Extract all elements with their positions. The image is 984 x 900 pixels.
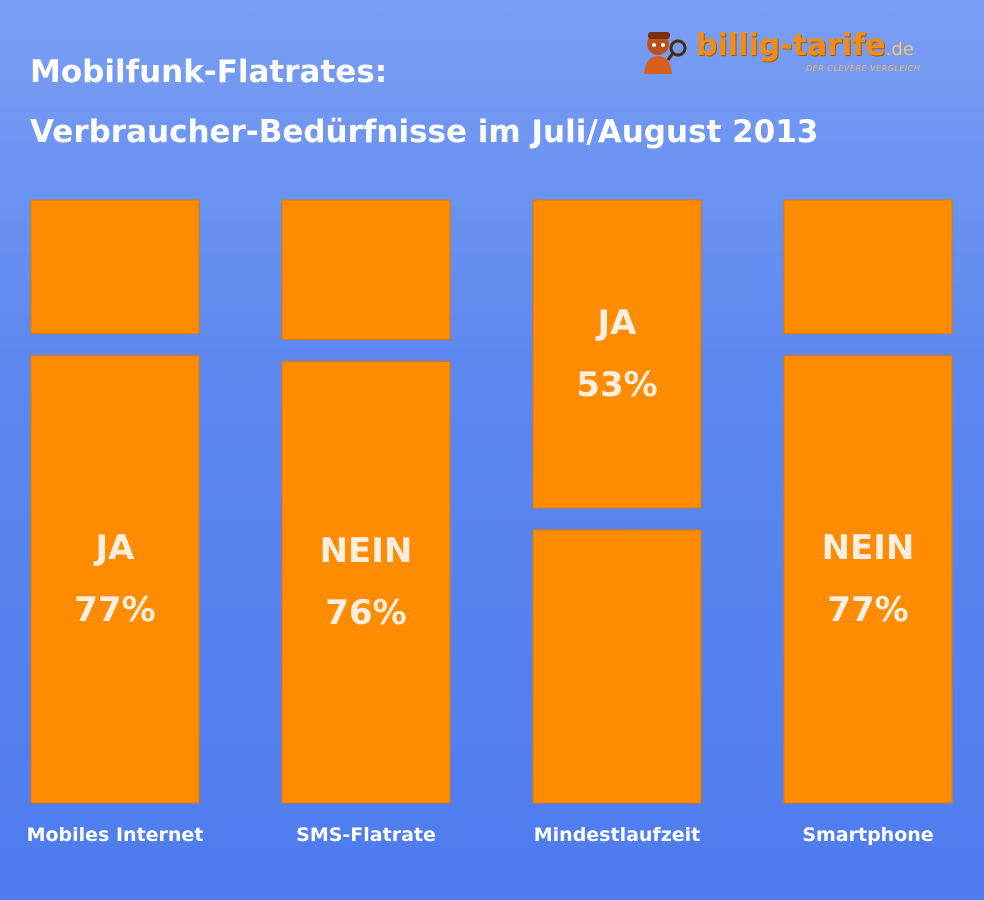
bar-mindestlaufzeit-upper: [532, 199, 702, 509]
brand-tld: .de: [885, 39, 914, 60]
brand-logo: billig-tarife.de DER CLEVERE VERGLEICH: [636, 24, 946, 84]
brand-name: billig-tarife.de: [696, 28, 914, 63]
bar-mindestlaufzeit-lower: [532, 529, 702, 804]
category-label-sms-flatrate: SMS-Flatrate: [296, 824, 436, 846]
title-line-2: Verbraucher-Bedürfnisse im Juli/August 2…: [30, 114, 819, 150]
category-label-smartphone: Smartphone: [802, 824, 934, 846]
bar-sms-flatrate-lower: [281, 360, 451, 804]
bar-mobiles-internet-lower: [30, 355, 200, 804]
category-label-mindestlaufzeit: Mindestlaufzeit: [533, 824, 701, 846]
percent-label-mindestlaufzeit: 53%: [576, 364, 658, 405]
bar-smartphone-lower: [783, 355, 953, 804]
bar-sms-flatrate-upper: [281, 199, 451, 340]
percent-label-smartphone: 77%: [827, 590, 909, 631]
brand-slogan: DER CLEVERE VERGLEICH: [806, 64, 921, 73]
bar-mobiles-internet-upper: [30, 199, 200, 335]
title-line-1: Mobilfunk-Flatrates:: [30, 54, 388, 90]
category-label-mobiles-internet: Mobiles Internet: [26, 824, 204, 846]
answer-label-mobiles-internet: JA: [95, 528, 135, 569]
answer-label-sms-flatrate: NEIN: [319, 531, 413, 572]
percent-label-sms-flatrate: 76%: [325, 593, 407, 634]
mascot-icon: [644, 32, 687, 74]
answer-label-smartphone: NEIN: [821, 528, 915, 569]
percent-label-mobiles-internet: 77%: [74, 590, 156, 631]
answer-label-mindestlaufzeit: JA: [597, 302, 637, 343]
brand-text: billig-tarife: [696, 28, 886, 63]
bar-smartphone-upper: [783, 199, 953, 335]
